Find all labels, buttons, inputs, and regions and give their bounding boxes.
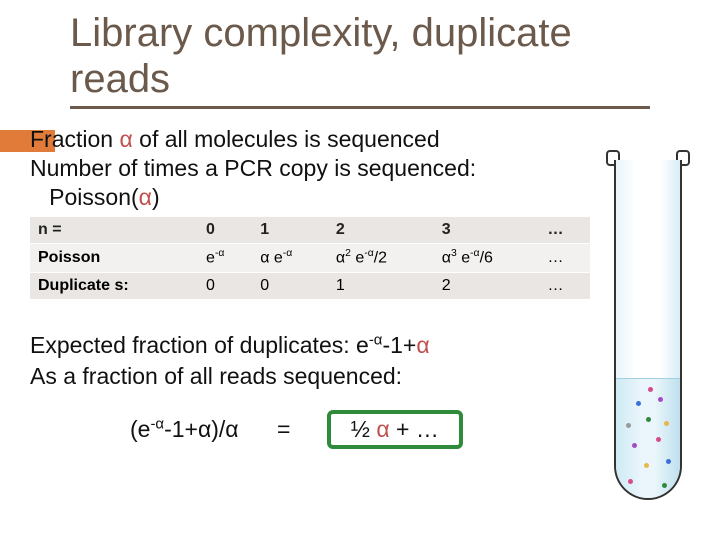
highlight-box: ½ α + … [327,410,463,449]
table-header-row: n = 0 1 2 3 … [30,217,590,244]
slide-title: Library complexity, duplicate reads [70,10,650,109]
poisson-table: n = 0 1 2 3 … Poisson e-α α e-α α2 e-α/2… [30,217,590,299]
molecule-dot [628,479,633,484]
intro-text: Fraction α of all molecules is sequenced… [30,125,690,211]
cell: … [540,244,590,272]
cell: e-α [198,244,252,272]
eq-rhs-b: + … [390,416,439,442]
cell: 0 [198,272,252,299]
th-n: n = [30,217,198,244]
exp-l2: As a fraction of all reads sequenced: [30,363,402,389]
exp-l1a: Expected fraction of duplicates: e [30,332,369,358]
cell: 2 [434,272,540,299]
cell: 0 [252,272,328,299]
cell: … [540,272,590,299]
row-label: Duplicate s: [30,272,198,299]
intro-l3a: Poisson( [49,184,138,210]
th-0: 0 [198,217,252,244]
alpha-glyph: α [139,184,152,210]
th-dots: … [540,217,590,244]
cell: α3 e-α/6 [434,244,540,272]
intro-l2: Number of times a PCR copy is sequenced: [30,155,476,181]
exp-sup: -α [369,331,383,348]
intro-l1a: Fraction [30,126,119,152]
molecule-dot [666,459,671,464]
alpha-glyph: α [376,416,389,442]
cell: α2 e-α/2 [328,244,434,272]
expected-text: Expected fraction of duplicates: e-α-1+α… [30,330,690,392]
molecule-dot [644,463,649,468]
title-block: Library complexity, duplicate reads [0,0,720,109]
eq-sign: = [277,416,290,442]
exp-l1b: -1+ [382,332,416,358]
cell: α e-α [252,244,328,272]
th-3: 3 [434,217,540,244]
table-row: Poisson e-α α e-α α2 e-α/2 α3 e-α/6 … [30,244,590,272]
slide-body: Fraction α of all molecules is sequenced… [0,109,720,449]
table-row: Duplicate s: 0 0 1 2 … [30,272,590,299]
intro-l3b: ) [152,184,160,210]
intro-l1b: of all molecules is sequenced [133,126,440,152]
th-2: 2 [328,217,434,244]
equation-line: (e-α-1+α)/α = ½ α + … [30,410,690,449]
molecule-dot [662,483,667,488]
th-1: 1 [252,217,328,244]
alpha-glyph: α [119,126,132,152]
eq-rhs-a: ½ [351,416,377,442]
row-label: Poisson [30,244,198,272]
alpha-glyph: α [416,332,429,358]
eq-lhs: (e-α-1+α)/α [130,416,239,442]
cell: 1 [328,272,434,299]
